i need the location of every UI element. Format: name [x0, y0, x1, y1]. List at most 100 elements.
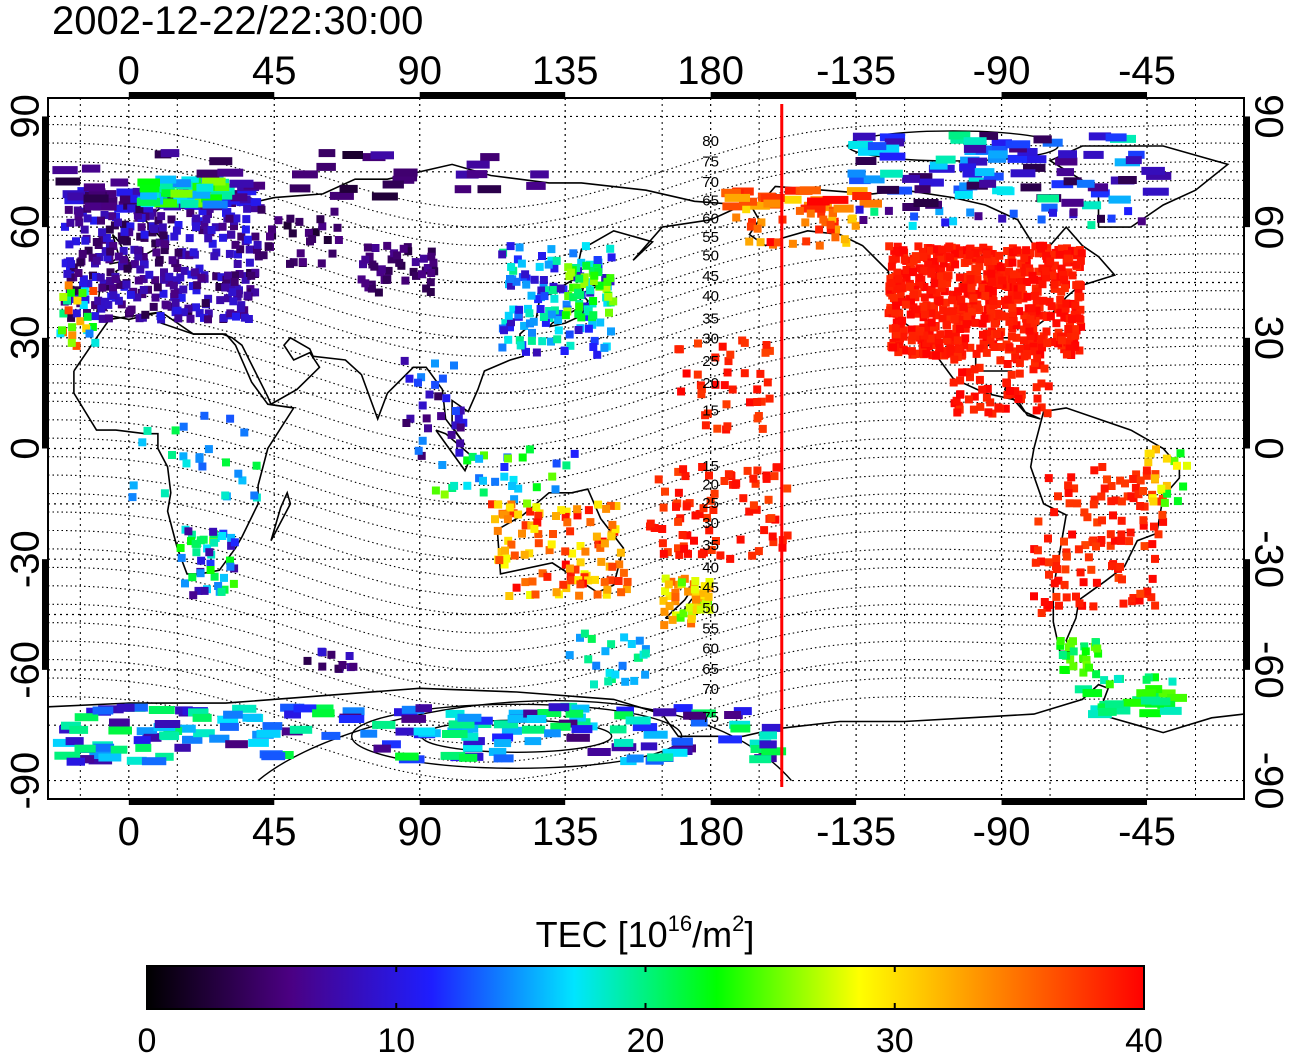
lon-label-top: -90	[973, 49, 1031, 93]
tec-cell	[603, 585, 612, 594]
tec-cell	[989, 301, 998, 310]
tec-cell	[955, 345, 964, 354]
tec-cell	[746, 398, 754, 407]
tec-cell	[851, 221, 860, 230]
tec-cell	[1015, 307, 1024, 316]
tec-cell	[946, 253, 954, 262]
tec-cell	[1017, 390, 1026, 399]
tec-cell	[1037, 379, 1046, 388]
mag-contour-line	[48, 640, 1244, 726]
tec-cell	[595, 281, 604, 290]
tec-cell	[606, 501, 615, 510]
tec-cell	[92, 238, 101, 246]
tec-cell	[1017, 259, 1026, 268]
tec-cell	[550, 264, 559, 273]
tec-cell	[226, 309, 235, 318]
tec-cell	[1008, 309, 1017, 318]
tec-cell	[373, 744, 391, 753]
tec-cell	[749, 755, 772, 764]
tec-cell	[404, 247, 413, 256]
tec-cell	[961, 324, 970, 333]
tec-cell	[587, 748, 611, 756]
tec-cell	[902, 273, 911, 282]
tec-cell	[146, 211, 155, 220]
tec-cell	[237, 232, 246, 241]
tec-cell	[539, 313, 548, 321]
tec-cell	[604, 677, 613, 686]
tec-cell	[569, 293, 578, 302]
tec-cell	[55, 177, 81, 186]
tec-cell	[505, 503, 514, 512]
tec-cell	[243, 204, 252, 213]
tec-cell	[187, 190, 211, 199]
tec-cell	[571, 725, 593, 734]
tec-cell	[1076, 179, 1095, 188]
contour-label: 40	[702, 288, 719, 305]
tec-cell	[961, 334, 970, 343]
tec-cell	[983, 384, 992, 393]
tec-cell	[1113, 675, 1122, 683]
tec-cell	[1059, 271, 1068, 279]
tec-cell	[504, 454, 512, 463]
tec-cell	[1153, 689, 1176, 698]
mag-contour-line	[48, 124, 1244, 210]
tec-cell	[1140, 502, 1149, 511]
tec-cell	[690, 536, 698, 545]
tec-cell	[530, 275, 539, 284]
tec-cell	[1148, 574, 1157, 583]
tec-cell	[553, 335, 562, 344]
tec-cell	[303, 656, 312, 665]
tec-cell	[204, 445, 213, 454]
tec-cell	[611, 525, 620, 534]
tec-cell	[728, 385, 737, 394]
tec-cell	[1062, 299, 1071, 308]
tec-cell	[981, 145, 1008, 154]
tec-cell	[327, 650, 336, 659]
colorbar-tick-label: 30	[876, 1022, 914, 1057]
lat-label-right: -90	[1246, 752, 1290, 810]
tec-cell	[659, 596, 668, 605]
lat-label-right: 0	[1246, 437, 1290, 459]
tec-cell	[93, 743, 115, 752]
tec-cell	[589, 266, 598, 275]
tec-cell	[915, 264, 924, 273]
tec-cell	[541, 318, 550, 327]
tec-cell	[61, 259, 70, 268]
colorbar-title-exponent-2: 2	[732, 911, 744, 936]
tec-cell	[677, 578, 686, 587]
tec-cell	[863, 175, 885, 184]
tec-cell	[417, 451, 426, 460]
tec-cell	[461, 732, 479, 741]
tec-cell	[382, 740, 401, 749]
tec-cell	[418, 436, 427, 445]
tec-cell	[910, 212, 919, 221]
tec-cell	[126, 290, 135, 299]
tec-cell	[613, 738, 634, 747]
tec-cell	[1019, 290, 1027, 299]
tec-cell	[1157, 484, 1166, 493]
tec-cell	[510, 495, 519, 504]
tec-cell	[909, 257, 918, 266]
tec-cell	[498, 343, 507, 352]
frame-bottom-bar	[419, 799, 566, 805]
tec-cell	[501, 319, 510, 328]
tec-cell	[1007, 370, 1016, 379]
tec-cell	[745, 507, 754, 516]
tec-cell	[983, 275, 992, 284]
tec-cell	[445, 709, 465, 718]
frame-bottom-bar	[710, 799, 857, 805]
tec-cell	[156, 312, 165, 321]
tec-cell	[137, 223, 146, 232]
tec-cell	[988, 263, 996, 272]
tec-cell	[1050, 261, 1059, 270]
tec-cell	[675, 550, 684, 559]
tec-cell	[532, 503, 541, 512]
tec-cell	[700, 582, 709, 591]
tec-cell	[971, 249, 980, 258]
tec-cell	[888, 273, 897, 282]
tec-cell	[957, 295, 966, 304]
tec-cell	[1005, 317, 1014, 326]
tec-cell	[196, 536, 205, 545]
tec-cell	[641, 670, 650, 679]
